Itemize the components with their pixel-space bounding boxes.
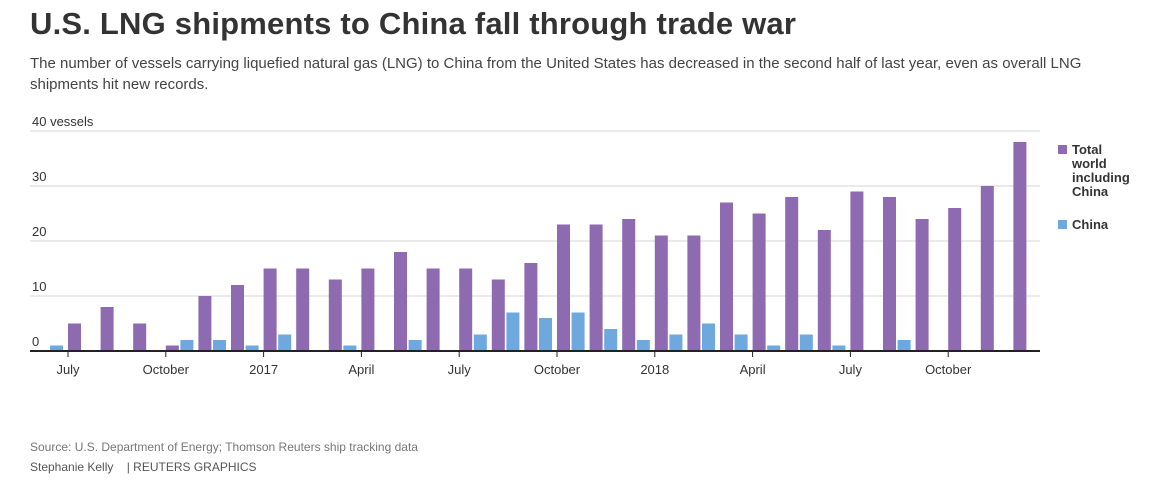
bar-china: [245, 345, 259, 351]
bar-total: [557, 224, 570, 351]
bar-total: [296, 268, 310, 351]
bar-total: [361, 268, 375, 351]
bar-total: [817, 230, 831, 351]
y-tick-label: 10: [32, 279, 46, 294]
x-tick-label: April: [348, 362, 374, 377]
bar-total: [915, 219, 929, 351]
bar-total: [524, 263, 538, 351]
bar-china: [539, 318, 552, 351]
legend-swatch-total: [1058, 145, 1067, 154]
bar-total: [687, 235, 701, 351]
chart-subtitle: The number of vessels carrying liquefied…: [30, 55, 1082, 93]
x-tick-label: July: [839, 362, 863, 377]
bar-total: [198, 296, 212, 351]
bar-china: [897, 340, 911, 351]
x-tick-label: April: [740, 362, 766, 377]
credit-line: Stephanie Kelly | REUTERS GRAPHICS: [30, 460, 257, 474]
bar-china: [473, 334, 487, 351]
bar-china: [832, 345, 846, 351]
bar-total: [622, 219, 636, 351]
bar-china: [408, 340, 422, 351]
bar-total: [850, 191, 864, 351]
y-tick-label: 40 vessels: [32, 114, 94, 129]
bar-total: [133, 323, 147, 351]
bar-total: [459, 268, 473, 351]
bar-total: [980, 186, 994, 351]
bar-china: [343, 345, 357, 351]
bar-total: [654, 235, 668, 351]
bar-china: [506, 312, 520, 351]
bar-total: [263, 268, 277, 351]
bar-total: [68, 323, 81, 351]
bar-total: [491, 279, 505, 351]
x-tick-label: October: [143, 362, 190, 377]
bar-total: [785, 197, 799, 351]
bar-total: [589, 224, 603, 351]
bar-total: [100, 307, 114, 351]
x-tick-label: July: [56, 362, 80, 377]
bar-china: [278, 334, 292, 351]
bar-total: [752, 213, 766, 351]
bar-total: [426, 268, 440, 351]
bar-china: [799, 334, 813, 351]
bar-china: [571, 312, 585, 351]
bar-total: [165, 345, 179, 351]
bar-china: [636, 340, 650, 351]
bar-total: [883, 197, 896, 351]
source-note: Source: U.S. Department of Energy; Thoms…: [30, 440, 418, 454]
bar-china: [702, 323, 715, 351]
bar-china: [50, 345, 63, 351]
legend-label-china: China: [1072, 217, 1109, 232]
legend-label-total: Total world including China: [1072, 142, 1130, 199]
bar-china: [767, 345, 781, 351]
x-tick-label: 2018: [640, 362, 669, 377]
chart-title: U.S. LNG shipments to China fall through…: [30, 6, 797, 41]
y-tick-label: 20: [32, 224, 46, 239]
bar-total: [948, 208, 962, 351]
bar-china: [669, 334, 683, 351]
bar-china: [604, 329, 618, 351]
x-tick-label: October: [925, 362, 972, 377]
bar-total: [231, 285, 244, 351]
y-tick-label: 0: [32, 334, 39, 349]
bar-total: [394, 252, 407, 351]
bar-total: [720, 202, 733, 351]
x-tick-label: 2017: [249, 362, 278, 377]
bar-total: [1013, 142, 1027, 351]
y-tick-label: 30: [32, 169, 46, 184]
x-tick-label: July: [448, 362, 472, 377]
bar-china: [180, 340, 194, 351]
legend-swatch-china: [1058, 220, 1067, 229]
x-tick-label: October: [534, 362, 581, 377]
bar-china: [213, 340, 226, 351]
bar-total: [328, 279, 342, 351]
bar-china: [734, 334, 748, 351]
